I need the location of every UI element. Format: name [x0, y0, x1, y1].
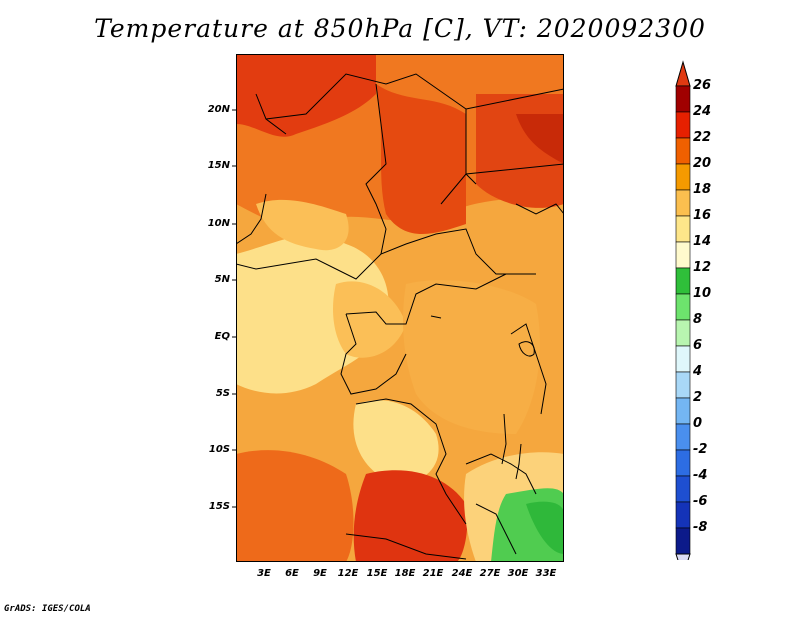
- lon-label: 9E: [313, 568, 327, 579]
- lat-ticks: [232, 109, 237, 508]
- hot-region-chad: [376, 84, 466, 234]
- footer-credit: GrADS: IGES/COLA: [4, 604, 91, 614]
- lat-label: EQ: [214, 331, 230, 342]
- lat-label: 15N: [207, 160, 230, 171]
- mild-region-nigeria: [256, 199, 349, 251]
- colorbar-label: -8: [693, 520, 708, 535]
- cool-region-angola: [353, 400, 439, 484]
- lat-label: 10N: [207, 218, 230, 229]
- colorbar-label: -6: [693, 494, 708, 509]
- lon-label: 30E: [507, 568, 529, 579]
- hottest-region-south: [353, 470, 468, 562]
- lon-label: 21E: [422, 568, 444, 579]
- hot-region-namibia-coast: [236, 450, 354, 562]
- hot-region-northwest: [236, 54, 376, 137]
- colorbar-segment: [675, 111, 691, 139]
- colorbar-segment: [675, 215, 691, 243]
- lon-label: 18E: [394, 568, 416, 579]
- colorbar-segment: [675, 449, 691, 477]
- colorbar-label: 26: [693, 78, 712, 93]
- colorbar-label: 10: [693, 286, 712, 301]
- lat-label: 5S: [215, 388, 230, 399]
- colorbar-segment: [675, 423, 691, 451]
- lon-label: 6E: [285, 568, 299, 579]
- colorbar-label: 2: [693, 390, 703, 405]
- colorbar-segment: [675, 397, 691, 425]
- colorbar-segment: [675, 475, 691, 503]
- colorbar-label: 12: [693, 260, 712, 275]
- lon-label: 15E: [366, 568, 388, 579]
- colorbar-segment: [675, 163, 691, 191]
- lon-label: 33E: [535, 568, 557, 579]
- lat-label: 5N: [214, 274, 230, 285]
- colorbar-label: 0: [693, 416, 703, 431]
- colorbar-segment: [675, 319, 691, 347]
- country-borders: [235, 73, 565, 560]
- colorbar-segment: [675, 241, 691, 269]
- colorbar-segment: [675, 137, 691, 165]
- colorbar-segment: [675, 501, 691, 529]
- colorbar-label: 14: [693, 234, 712, 249]
- colorbar-label: -2: [693, 442, 708, 457]
- hottest-region-east: [516, 114, 564, 164]
- lon-label: 3E: [257, 568, 271, 579]
- colorbar-segment: [675, 527, 691, 555]
- lat-label: 10S: [208, 444, 230, 455]
- mild-region-cameroon: [333, 281, 406, 358]
- colorbar-segment: [675, 371, 691, 399]
- lat-label: 20N: [207, 104, 230, 115]
- map-canvas: [235, 54, 565, 562]
- colorbar-label: -4: [693, 468, 708, 483]
- colorbar-label: 4: [693, 364, 703, 379]
- colorbar-label: 24: [693, 104, 712, 119]
- colorbar-segment: [675, 293, 691, 321]
- colorbar-segment: [675, 267, 691, 295]
- colorbar-top-triangle: [675, 60, 691, 87]
- coldest-region-southeast: [526, 501, 564, 554]
- colorbar-label: 6: [693, 338, 703, 353]
- colorbar-bottom-triangle: [675, 553, 691, 560]
- colorbar: [675, 60, 691, 560]
- mild-region-congo: [403, 280, 540, 434]
- colorbar-label: 20: [693, 156, 712, 171]
- lakes: [430, 315, 535, 480]
- colorbar-label: 8: [693, 312, 703, 327]
- temperature-map: [235, 54, 565, 562]
- colorbar-label: 18: [693, 182, 712, 197]
- lon-label: 12E: [337, 568, 359, 579]
- colorbar-segment: [675, 345, 691, 373]
- colorbar-segment: [675, 189, 691, 217]
- lon-label: 27E: [479, 568, 501, 579]
- colorbar-label: 22: [693, 130, 712, 145]
- map-title: Temperature at 850hPa [C], VT: 202009230…: [94, 14, 706, 43]
- lat-label: 15S: [208, 501, 230, 512]
- lon-label: 24E: [451, 568, 473, 579]
- colorbar-segment: [675, 85, 691, 113]
- map-frame: [236, 54, 564, 562]
- colorbar-label: 16: [693, 208, 712, 223]
